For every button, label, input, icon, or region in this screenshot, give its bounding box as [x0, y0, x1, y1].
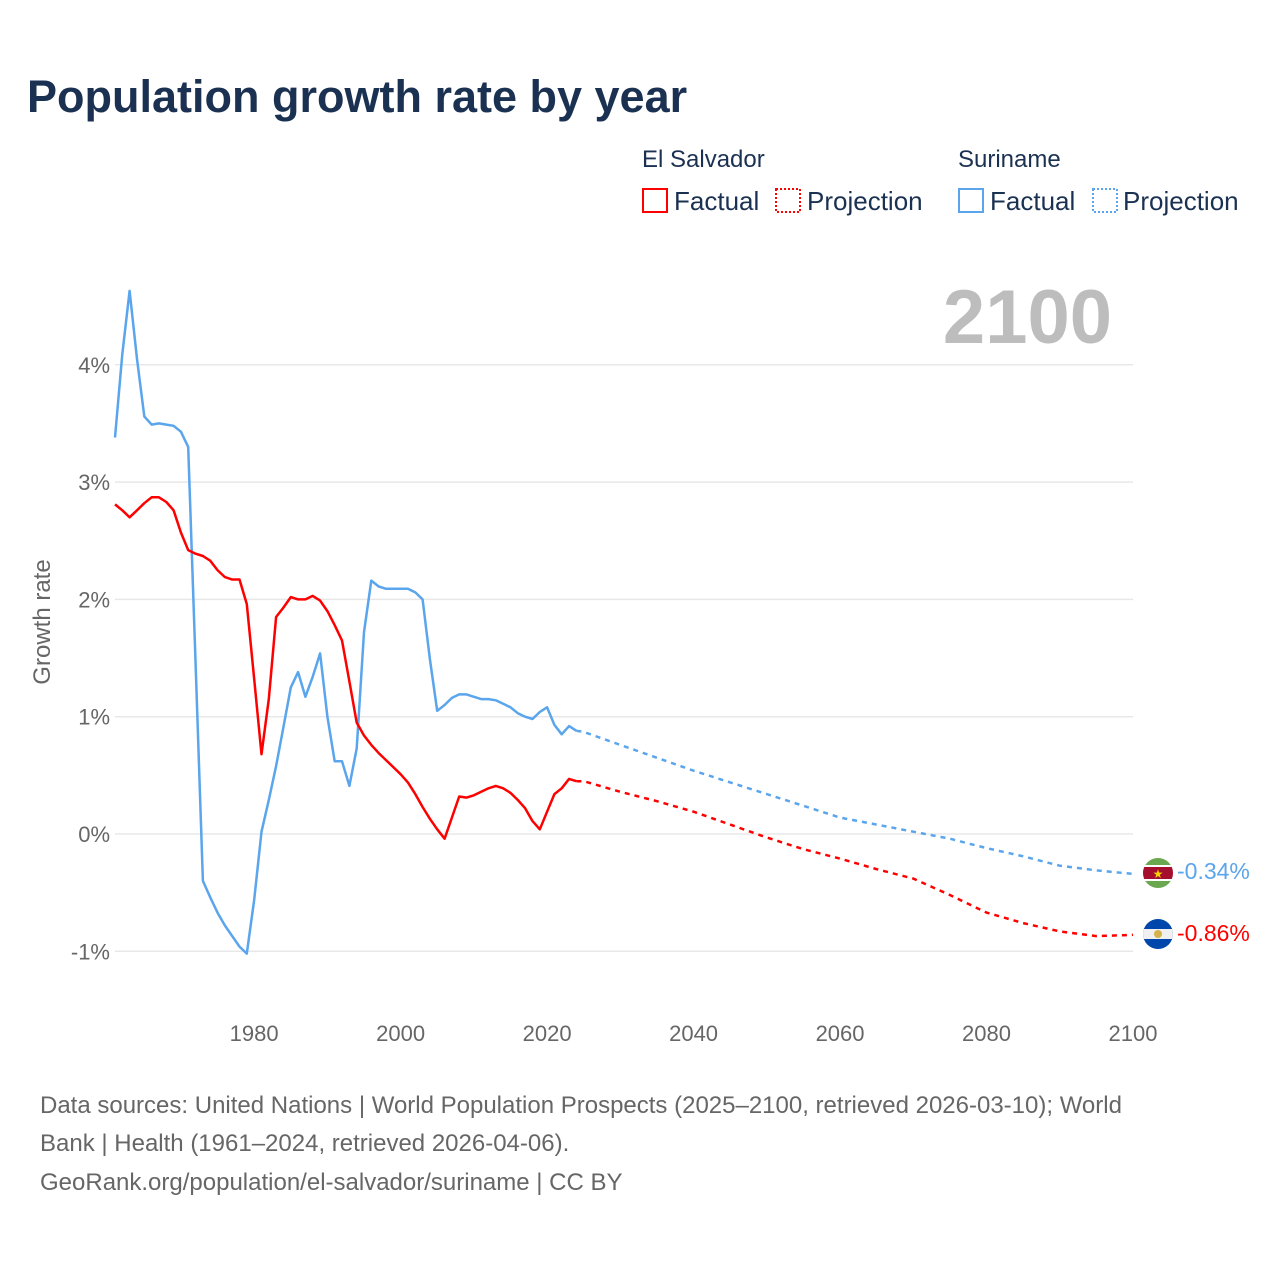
x-tick-label: 2020	[523, 1021, 572, 1046]
chart-title: Population growth rate by year	[27, 71, 687, 122]
y-tick-label: 3%	[78, 470, 110, 495]
legend: El Salvador Factual Projection Suriname …	[642, 146, 1239, 216]
legend-group-el-salvador: El Salvador	[642, 146, 765, 173]
x-tick-label: 2080	[962, 1021, 1011, 1046]
legend-swatch-el-salvador-projection	[775, 188, 801, 213]
el-salvador-projection-line	[576, 779, 1134, 938]
y-tick-label: 4%	[78, 353, 110, 378]
suriname-flag-icon: ★	[1143, 858, 1173, 888]
legend-el-salvador-factual[interactable]: Factual	[674, 186, 759, 216]
suriname-projection-line	[576, 729, 1134, 876]
gridlines	[115, 364, 1133, 953]
legend-swatch-suriname-projection	[1092, 188, 1118, 213]
legend-el-salvador-projection[interactable]: Projection	[807, 186, 923, 216]
x-tick-label: 2060	[816, 1021, 865, 1046]
x-tick-label: 2100	[1109, 1021, 1158, 1046]
current-year-label: 2100	[943, 275, 1112, 360]
footer-attribution-link[interactable]: GeoRank.org/population/el-salvador/surin…	[40, 1169, 623, 1196]
y-tick-label: 1%	[78, 705, 110, 730]
legend-group-suriname: Suriname	[958, 146, 1061, 173]
svg-text:★: ★	[1153, 867, 1164, 881]
y-axis-label: Growth rate	[29, 559, 56, 684]
legend-suriname-projection[interactable]: Projection	[1123, 186, 1239, 216]
el-salvador-flag-icon	[1143, 919, 1173, 949]
el-salvador-end-value: -0.86%	[1177, 920, 1250, 946]
footer-sources-line2: Bank | Health (1961–2024, retrieved 2026…	[40, 1130, 569, 1157]
y-axis-ticks: -1% 0% 1% 2% 3% 4%	[71, 353, 110, 965]
series-lines	[113, 289, 1134, 955]
x-tick-label: 2040	[669, 1021, 718, 1046]
legend-suriname-factual[interactable]: Factual	[990, 186, 1075, 216]
y-tick-label: 2%	[78, 587, 110, 612]
x-tick-label: 2000	[376, 1021, 425, 1046]
el-salvador-end-marker: -0.86%	[1143, 919, 1250, 949]
suriname-end-marker: ★ -0.34%	[1143, 858, 1250, 888]
suriname-factual-line	[113, 289, 578, 955]
legend-swatch-suriname-factual	[958, 188, 984, 213]
y-tick-label: 0%	[78, 822, 110, 847]
y-tick-label: -1%	[71, 939, 110, 964]
legend-swatch-el-salvador-factual	[642, 188, 668, 213]
x-axis-ticks: 1980 2000 2020 2040 2060 2080 2100	[230, 1021, 1158, 1046]
suriname-end-value: -0.34%	[1177, 858, 1250, 884]
el-salvador-factual-line	[114, 496, 577, 840]
x-tick-label: 1980	[230, 1021, 279, 1046]
footer-sources-line1: Data sources: United Nations | World Pop…	[40, 1092, 1122, 1119]
